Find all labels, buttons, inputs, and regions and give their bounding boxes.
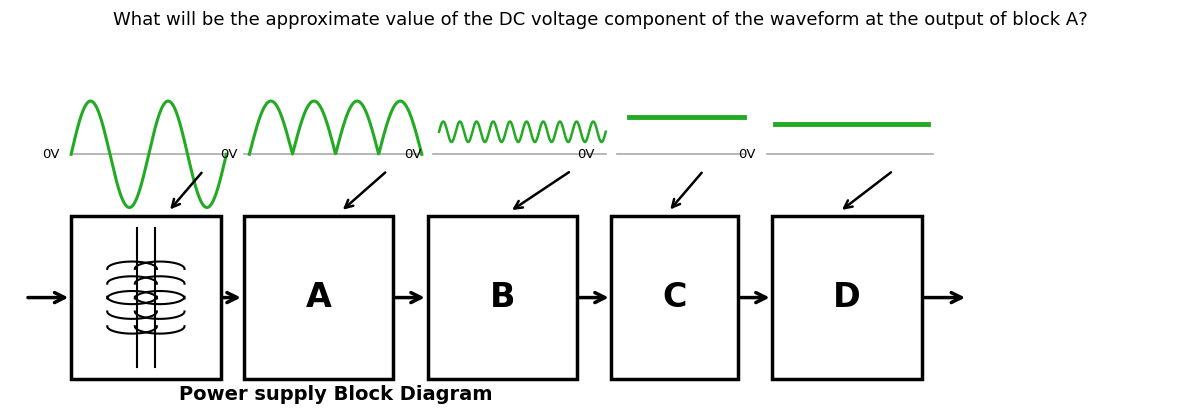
Text: 0V: 0V: [738, 148, 755, 161]
Text: A: A: [305, 281, 331, 314]
FancyBboxPatch shape: [71, 216, 221, 379]
Text: C: C: [662, 281, 686, 314]
FancyBboxPatch shape: [773, 216, 922, 379]
Text: 0V: 0V: [221, 148, 238, 161]
Text: What will be the approximate value of the DC voltage component of the waveform a: What will be the approximate value of th…: [113, 11, 1087, 29]
FancyBboxPatch shape: [244, 216, 394, 379]
FancyBboxPatch shape: [612, 216, 738, 379]
Text: 0V: 0V: [577, 148, 594, 161]
Text: 0V: 0V: [404, 148, 421, 161]
FancyBboxPatch shape: [427, 216, 577, 379]
Text: D: D: [833, 281, 862, 314]
Text: 0V: 0V: [42, 148, 60, 161]
Text: B: B: [490, 281, 515, 314]
Text: Power supply Block Diagram: Power supply Block Diagram: [179, 385, 492, 404]
